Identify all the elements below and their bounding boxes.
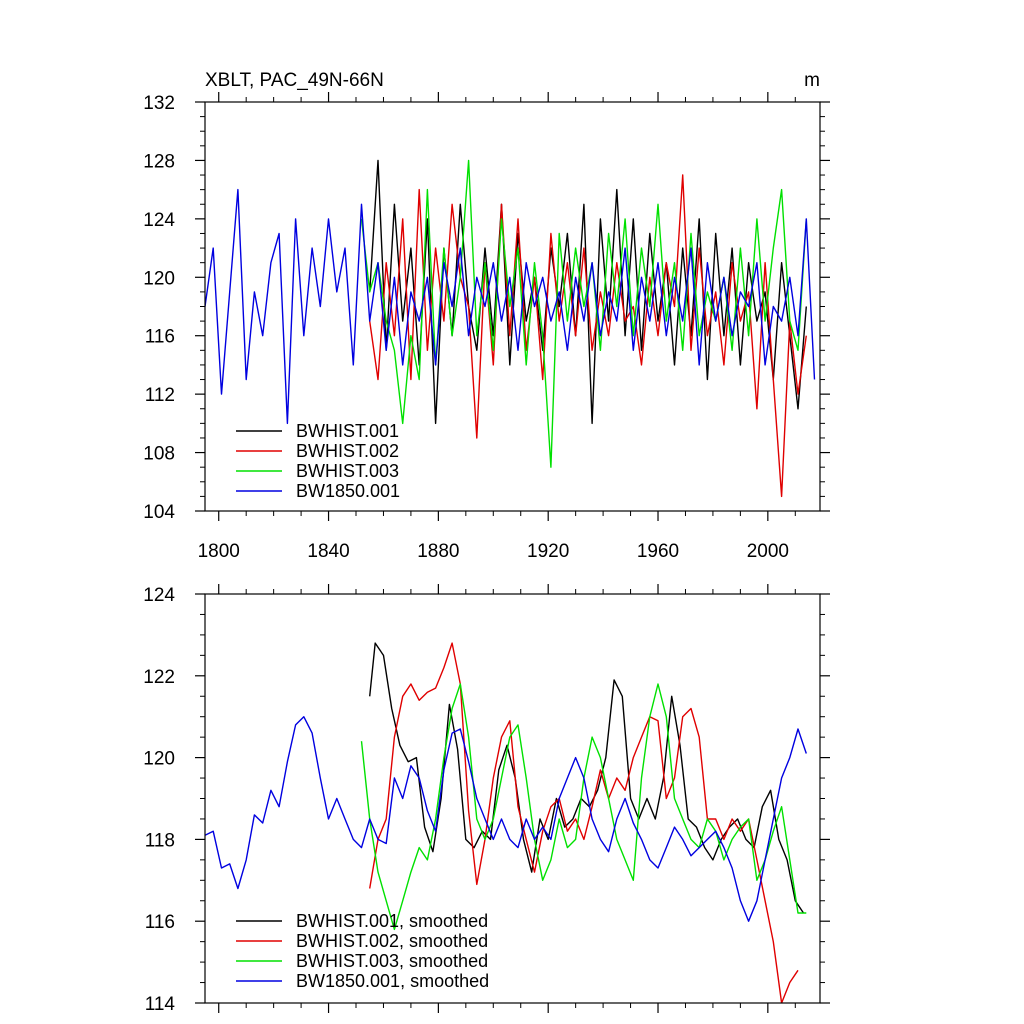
y-tick-label: 114 <box>145 994 176 1015</box>
y-tick-label: 124 <box>143 585 175 606</box>
chart-title: XBLT, PAC_49N-66N <box>205 70 384 91</box>
y-tick-label: 132 <box>143 93 175 114</box>
y-tick-label: 128 <box>143 151 175 172</box>
legend-label: BWHIST.003 <box>296 461 399 481</box>
y-tick-label: 124 <box>143 210 175 231</box>
y-tick-label: 122 <box>143 667 175 688</box>
series-line-bw1850-001 <box>205 188 816 425</box>
top-panel: 104 108 112 116 120 124 128 132 1800 1840 1880 1920… <box>143 92 830 562</box>
y-tick-label: 120 <box>143 268 175 289</box>
legend-label: BW1850.001 <box>296 481 400 501</box>
series-line-bwhist-002-smoothed <box>369 642 799 1003</box>
x-tick-label: 1880 <box>417 541 459 562</box>
legend-label: BWHIST.001 <box>296 421 399 441</box>
series-line-bw1850-001-smoothed <box>205 716 807 922</box>
legend-label: BWHIST.003, smoothed <box>296 951 488 971</box>
x-tick-label: 1800 <box>198 541 240 562</box>
y-tick-label: 116 <box>145 912 175 933</box>
y-tick-label: 120 <box>143 749 175 770</box>
series-line-bwhist-001-smoothed <box>369 642 805 914</box>
units-label: m <box>804 70 820 91</box>
series-line-bwhist-003-smoothed <box>360 683 807 931</box>
x-tick-label: 1920 <box>527 541 569 562</box>
y-tick-label: 108 <box>143 444 175 465</box>
x-tick-label: 1840 <box>307 541 349 562</box>
y-tick-label: 104 <box>143 502 175 523</box>
legend-label: BWHIST.002, smoothed <box>296 931 488 951</box>
legend-label: BW1850.001, smoothed <box>296 971 489 991</box>
y-tick-label: 118 <box>145 830 175 851</box>
x-tick-label: 2000 <box>747 541 789 562</box>
legend-label: BWHIST.002 <box>296 441 399 461</box>
series-line-bwhist-002 <box>369 174 807 498</box>
y-tick-label: 112 <box>145 385 175 406</box>
x-tick-label: 1960 <box>637 541 679 562</box>
y-tick-label: 116 <box>145 327 175 348</box>
legend-label: BWHIST.001, smoothed <box>296 911 488 931</box>
